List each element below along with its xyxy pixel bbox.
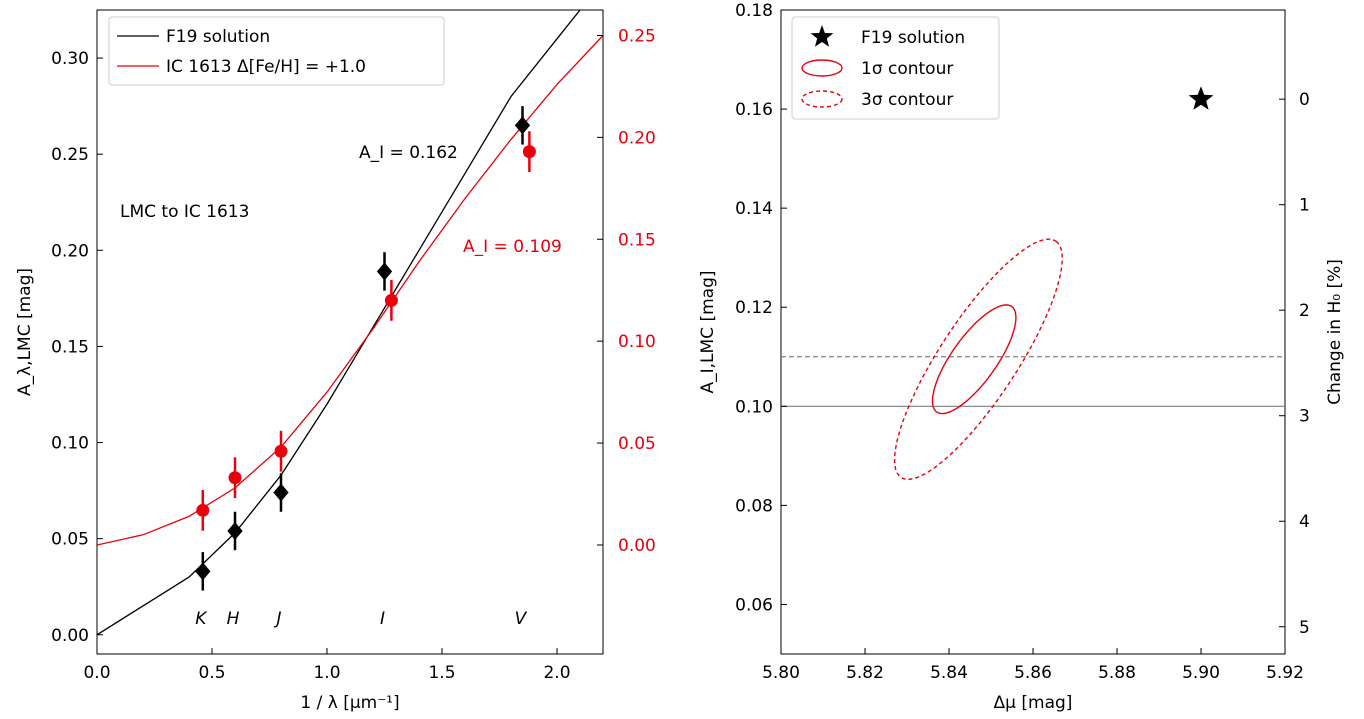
point-ic1613-3: [384, 293, 398, 307]
right-y-tick-label-3: 0.12: [735, 298, 773, 318]
legend-3sigma-marker: [801, 90, 843, 108]
legend-1sigma-label: 1σ contour: [861, 59, 953, 79]
left-y2-tick-label-3: 0.15: [618, 230, 656, 250]
contour-3sigma: [893, 238, 1063, 480]
band-label-J: J: [273, 609, 281, 629]
point-f19-2: [273, 483, 289, 502]
right-y-tick-label-2: 0.10: [735, 397, 773, 417]
right-x-tick-label-0: 5.80: [762, 663, 800, 683]
point-ic1613-2: [274, 444, 288, 458]
f19-star-point: [1188, 86, 1214, 110]
left-x-tick-label-1: 0.5: [198, 663, 225, 683]
right-panel: 5.80 5.82 5.84 5.86 5.88 5.90 5.92 0.06 0.08 0.1…: [698, 1, 1345, 713]
left-points: [195, 106, 536, 591]
right-y-ticks: 0.06 0.08 0.10 0.12 0.14 0.16 0.18: [735, 1, 787, 615]
legend-3sigma-label: 3σ contour: [861, 90, 953, 110]
right-x-axis-label: Δμ [mag]: [994, 693, 1073, 713]
left-legend-box: [108, 16, 445, 86]
left-plot-frame: [96, 9, 604, 655]
left-x-axis-label: 1 / λ [μm⁻¹]: [300, 693, 399, 713]
point-ic1613-1: [228, 471, 242, 485]
right-y2-ticks: 0 1 2 3 4 5: [1279, 90, 1310, 638]
right-y-axis-label: A_I,LMC [mag]: [698, 271, 718, 394]
left-y2-tick-label-5: 0.25: [618, 26, 656, 46]
left-curves: [97, 10, 603, 636]
legend-1sigma-marker: [801, 59, 843, 77]
left-x-tick-label-2: 1.0: [313, 663, 340, 683]
left-y2-tick-label-0: 0.00: [618, 536, 656, 556]
left-y2-tick-label-4: 0.20: [618, 128, 656, 148]
contour-1sigma: [931, 304, 1017, 415]
point-f19-1: [227, 521, 243, 540]
left-y-axis-label: A_λ,LMC [mag]: [15, 268, 35, 396]
left-x-tick-label-4: 2.0: [543, 663, 570, 683]
left-x-tick-label-0: 0.0: [83, 663, 110, 683]
ai-black-annotation: A_I = 0.162: [359, 143, 458, 163]
left-y2-tick-label-2: 0.10: [618, 332, 656, 352]
right-y2-axis-label: Change in H₀ [%]: [1325, 259, 1345, 405]
right-y-tick-label-0: 0.06: [735, 595, 773, 615]
left-y-tick-label-3: 0.15: [51, 337, 89, 357]
right-x-tick-label-3: 5.86: [1014, 663, 1052, 683]
point-f19-3: [376, 262, 393, 281]
right-y2-tick-label-0: 0: [1299, 90, 1310, 110]
right-y2-tick-label-5: 5: [1299, 618, 1310, 638]
left-y-tick-label-5: 0.25: [51, 145, 89, 165]
point-f19-4: [514, 116, 531, 135]
legend-star-marker: [810, 25, 834, 47]
right-point: [1188, 86, 1214, 110]
left-y-tick-label-0: 0.00: [51, 626, 89, 646]
left-panel: 0.0 0.5 1.0 1.5 2.0 0.00 0.05 0.10 0.15 0.20 0.25…: [15, 9, 656, 713]
left-y-tick-label-4: 0.20: [51, 241, 89, 261]
right-y2-tick-label-4: 4: [1299, 512, 1310, 532]
left-y-tick-label-6: 0.30: [51, 49, 89, 69]
legend-f19-label: F19 solution: [166, 27, 270, 47]
right-x-tick-label-1: 5.82: [846, 663, 884, 683]
left-y-tick-label-1: 0.05: [51, 530, 89, 550]
left-x-ticks: 0.0 0.5 1.0 1.5 2.0: [83, 648, 571, 683]
right-y-tick-label-1: 0.08: [735, 496, 773, 516]
region-annotation: LMC to IC 1613: [120, 202, 249, 222]
right-y-tick-label-6: 0.18: [735, 1, 773, 21]
left-legend: F19 solution IC 1613 Δ[Fe/H] = +1.0: [108, 16, 445, 86]
ai-red-annotation: A_I = 0.109: [463, 237, 562, 257]
band-label-H: H: [227, 609, 240, 629]
right-x-tick-label-5: 5.90: [1182, 663, 1220, 683]
legend-star-label: F19 solution: [861, 28, 965, 48]
point-f19-0: [195, 562, 211, 581]
curve-ic1613: [97, 35, 603, 546]
right-hlines: [781, 356, 1285, 407]
right-y2-tick-label-3: 3: [1299, 407, 1310, 427]
left-x-tick-label-3: 1.5: [428, 663, 455, 683]
right-x-tick-label-6: 5.92: [1266, 663, 1304, 683]
point-ic1613-0: [196, 503, 210, 517]
right-x-tick-label-4: 5.88: [1098, 663, 1136, 683]
band-label-K: K: [195, 609, 208, 629]
left-y-ticks: 0.00 0.05 0.10 0.15 0.20 0.25 0.30: [51, 49, 103, 646]
band-label-I: I: [380, 609, 385, 629]
right-y-tick-label-5: 0.16: [735, 100, 773, 120]
right-legend-box: [791, 16, 1000, 120]
right-y2-tick-label-2: 2: [1299, 301, 1310, 321]
right-x-tick-label-2: 5.84: [930, 663, 968, 683]
curve-f19: [97, 10, 581, 636]
right-y-tick-label-4: 0.14: [735, 199, 773, 219]
left-y2-ticks: 0.00 0.05 0.10 0.15 0.20 0.25: [597, 26, 656, 556]
right-contours: [893, 238, 1063, 480]
right-y2-tick-label-1: 1: [1299, 196, 1310, 216]
legend-ic1613-label: IC 1613 Δ[Fe/H] = +1.0: [166, 57, 366, 77]
point-ic1613-4: [522, 145, 536, 159]
band-label-V: V: [515, 609, 528, 629]
left-y2-tick-label-1: 0.05: [618, 434, 656, 454]
right-legend: F19 solution 1σ contour 3σ contour: [791, 16, 1000, 120]
right-x-ticks: 5.80 5.82 5.84 5.86 5.88 5.90 5.92: [762, 648, 1304, 683]
left-y-tick-label-2: 0.10: [51, 434, 89, 454]
